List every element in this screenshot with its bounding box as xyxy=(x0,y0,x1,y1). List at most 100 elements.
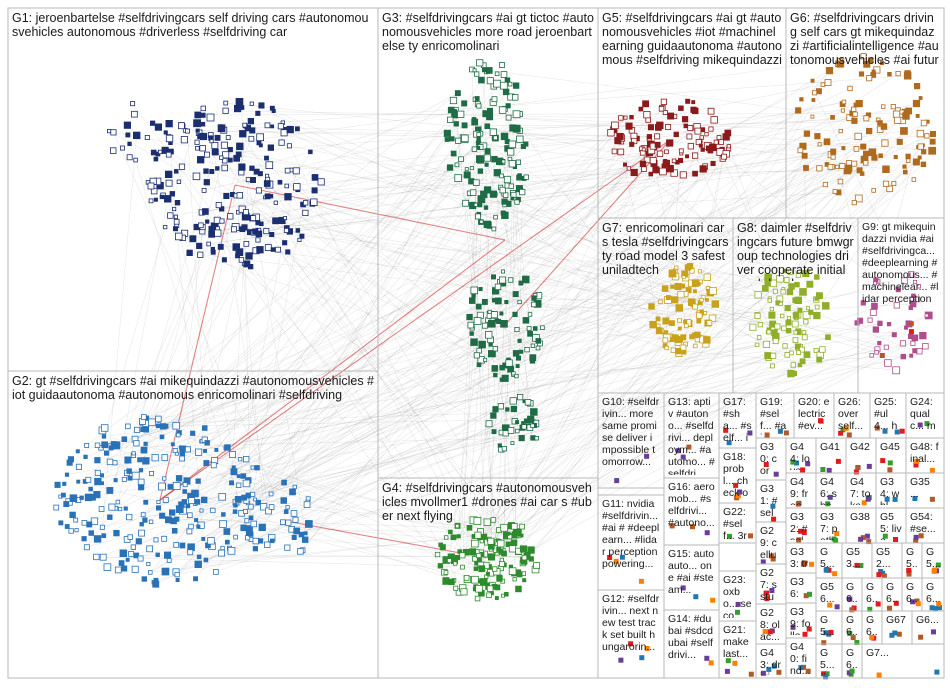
graph-node xyxy=(854,562,860,568)
graph-node xyxy=(864,533,870,539)
graph-node xyxy=(256,246,264,254)
graph-node xyxy=(880,60,885,65)
graph-node xyxy=(294,126,300,132)
graph-node xyxy=(665,124,672,130)
graph-edge xyxy=(86,243,209,548)
graph-node xyxy=(215,202,222,209)
graph-node xyxy=(474,531,482,539)
group-label-g30: G30: core... sul... xyxy=(760,441,777,477)
graph-node xyxy=(255,237,261,243)
graph-node xyxy=(508,140,517,149)
graph-node xyxy=(801,152,808,159)
graph-edge xyxy=(113,132,301,552)
graph-node xyxy=(479,578,488,586)
graph-node xyxy=(194,560,202,568)
graph-node xyxy=(249,165,255,171)
graph-node xyxy=(438,542,443,548)
graph-edge xyxy=(143,514,482,542)
graph-node xyxy=(297,548,304,555)
graph-node xyxy=(503,175,512,184)
graph-node xyxy=(733,482,739,488)
graph-node xyxy=(711,300,720,308)
graph-node xyxy=(670,169,678,177)
graph-node xyxy=(690,524,695,530)
graph-node xyxy=(199,144,206,152)
graph-node xyxy=(517,173,522,178)
graph-node xyxy=(914,296,921,303)
graph-node xyxy=(245,252,253,260)
graph-edge xyxy=(788,188,890,319)
graph-node xyxy=(735,609,740,615)
graph-node xyxy=(127,141,132,147)
graph-node xyxy=(771,663,777,669)
graph-node xyxy=(256,140,262,146)
graph-node xyxy=(887,467,893,473)
graph-node xyxy=(843,425,849,431)
graph-node xyxy=(200,121,206,127)
graph-node xyxy=(803,165,809,171)
graph-node xyxy=(472,179,480,187)
graph-node xyxy=(846,432,852,438)
graph-node xyxy=(69,494,78,502)
graph-node xyxy=(148,198,154,204)
graph-node xyxy=(683,123,689,129)
graph-edge xyxy=(85,336,776,482)
graph-node xyxy=(812,90,818,96)
graph-node xyxy=(519,545,528,553)
graph-node xyxy=(691,100,696,105)
graph-edge xyxy=(147,137,514,374)
graph-node xyxy=(481,322,488,329)
graph-node xyxy=(182,482,188,488)
graph-node xyxy=(535,345,541,351)
graph-node xyxy=(700,147,705,152)
graph-node xyxy=(236,192,243,199)
graph-node xyxy=(769,588,775,593)
graph-node xyxy=(494,596,499,600)
group-label-g66: G6... xyxy=(866,614,878,638)
graph-edge xyxy=(495,151,667,195)
graph-edge xyxy=(204,422,533,501)
graph-node xyxy=(133,440,140,447)
graph-node xyxy=(851,117,858,124)
graph-node xyxy=(860,300,866,306)
group-label-g70: G7... xyxy=(866,647,889,659)
graph-node xyxy=(500,269,505,274)
graph-node xyxy=(269,231,275,238)
graph-node xyxy=(692,303,698,310)
graph-node xyxy=(222,107,229,114)
graph-node xyxy=(892,630,898,636)
graph-node xyxy=(252,228,259,235)
graph-node xyxy=(934,669,940,675)
graph-node xyxy=(500,132,509,141)
graph-node xyxy=(913,279,918,285)
graph-edge xyxy=(195,79,482,521)
graph-node xyxy=(163,551,172,559)
graph-node xyxy=(816,356,823,363)
graph-node xyxy=(470,539,479,548)
graph-node xyxy=(671,334,679,342)
graph-node xyxy=(699,309,704,314)
graph-node xyxy=(704,132,709,137)
graph-node xyxy=(450,534,456,541)
graph-node xyxy=(674,282,682,291)
graph-node xyxy=(735,493,741,499)
graph-node xyxy=(273,200,278,205)
graph-edge xyxy=(157,255,250,426)
graph-node xyxy=(693,343,698,349)
graph-edge xyxy=(444,114,648,573)
graph-node xyxy=(514,326,520,333)
graph-node xyxy=(498,548,504,554)
graph-node xyxy=(921,149,927,155)
graph-node xyxy=(250,465,255,470)
graph-node xyxy=(795,272,802,278)
graph-node xyxy=(184,446,191,453)
graph-node xyxy=(135,538,142,545)
graph-node xyxy=(519,349,524,354)
graph-node xyxy=(192,172,201,181)
graph-node xyxy=(248,531,254,537)
graph-node xyxy=(821,640,827,646)
graph-node xyxy=(671,158,677,164)
graph-edge xyxy=(243,144,652,477)
graph-node xyxy=(789,350,794,356)
graph-node xyxy=(200,105,206,112)
